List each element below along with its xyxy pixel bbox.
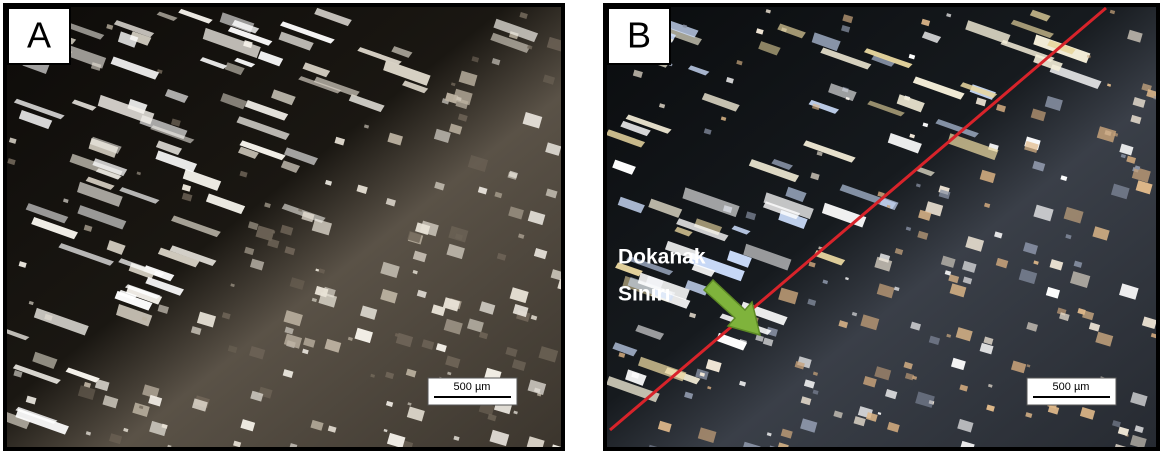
figure: A 500 µm B Dokanak Sınırı 500 µm: [0, 0, 1164, 454]
scale-label: 500 µm: [1053, 381, 1090, 393]
panel-label: A: [27, 15, 51, 56]
annotation: Dokanak: [618, 246, 706, 269]
panel-b: B Dokanak Sınırı 500 µm: [605, 5, 1158, 454]
annotation: Sınırı: [618, 283, 671, 306]
panel-label: B: [627, 15, 651, 56]
panel-a: A 500 µm: [4, 5, 573, 454]
scale-label: 500 µm: [454, 381, 491, 393]
